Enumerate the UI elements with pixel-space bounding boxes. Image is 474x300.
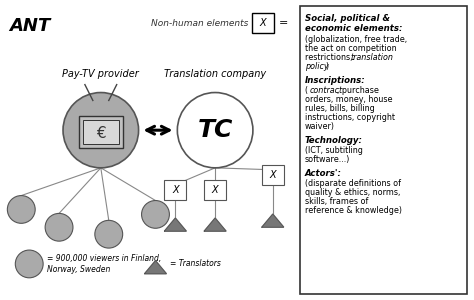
Text: X: X bbox=[260, 18, 266, 28]
Polygon shape bbox=[262, 214, 284, 227]
Circle shape bbox=[177, 92, 253, 168]
Text: , purchase: , purchase bbox=[337, 86, 379, 95]
Text: contract: contract bbox=[310, 86, 343, 95]
Text: ): ) bbox=[326, 62, 328, 71]
Text: ANT: ANT bbox=[9, 17, 51, 35]
Text: X: X bbox=[270, 170, 276, 180]
Bar bbox=[262, 165, 284, 185]
Polygon shape bbox=[145, 261, 166, 274]
Text: = Translators: = Translators bbox=[170, 260, 221, 268]
Circle shape bbox=[8, 196, 35, 223]
Text: = 900,000 viewers in Finland,
Norway, Sweden: = 900,000 viewers in Finland, Norway, Sw… bbox=[47, 254, 161, 274]
Bar bbox=[204, 180, 226, 200]
Text: €: € bbox=[96, 126, 106, 141]
Bar bbox=[252, 13, 274, 33]
Text: skills, frames of: skills, frames of bbox=[305, 197, 368, 206]
Bar bbox=[83, 120, 118, 144]
Text: the act on competition: the act on competition bbox=[305, 44, 396, 53]
Text: restrictions,: restrictions, bbox=[305, 53, 355, 62]
Circle shape bbox=[45, 213, 73, 241]
Text: Translation company: Translation company bbox=[164, 69, 266, 79]
Text: orders, money, house: orders, money, house bbox=[305, 95, 392, 104]
Text: TC: TC bbox=[198, 118, 233, 142]
Text: policy: policy bbox=[305, 62, 328, 71]
Text: Non-human elements: Non-human elements bbox=[151, 19, 248, 28]
Polygon shape bbox=[164, 218, 186, 231]
Text: waiver): waiver) bbox=[305, 122, 335, 131]
Text: quality & ethics, norms,: quality & ethics, norms, bbox=[305, 188, 400, 197]
Text: (disparate definitions of: (disparate definitions of bbox=[305, 179, 401, 188]
Text: software...): software...) bbox=[305, 155, 350, 164]
Text: Pay-TV provider: Pay-TV provider bbox=[63, 69, 139, 79]
Text: =: = bbox=[279, 18, 288, 28]
Text: translation: translation bbox=[350, 53, 393, 62]
Text: Actors':: Actors': bbox=[305, 169, 342, 178]
Circle shape bbox=[142, 200, 169, 228]
Text: (: ( bbox=[305, 86, 308, 95]
Text: X: X bbox=[172, 184, 179, 195]
Circle shape bbox=[95, 220, 123, 248]
Text: rules, bills, billing: rules, bills, billing bbox=[305, 104, 374, 113]
Text: (globalization, free trade,: (globalization, free trade, bbox=[305, 35, 407, 44]
Text: economic elements:: economic elements: bbox=[305, 24, 402, 33]
Text: reference & knowledge): reference & knowledge) bbox=[305, 206, 401, 215]
Bar bbox=[164, 180, 186, 200]
Text: (ICT, subtitling: (ICT, subtitling bbox=[305, 146, 363, 155]
Text: Technology:: Technology: bbox=[305, 136, 363, 145]
Bar bbox=[79, 116, 123, 148]
Polygon shape bbox=[204, 218, 226, 231]
Circle shape bbox=[63, 92, 138, 168]
Text: X: X bbox=[212, 184, 219, 195]
Text: Social, political &: Social, political & bbox=[305, 14, 390, 23]
Bar bbox=[300, 6, 466, 294]
Circle shape bbox=[15, 250, 43, 278]
Text: Inscriptions:: Inscriptions: bbox=[305, 76, 365, 85]
Text: instructions, copyright: instructions, copyright bbox=[305, 113, 394, 122]
